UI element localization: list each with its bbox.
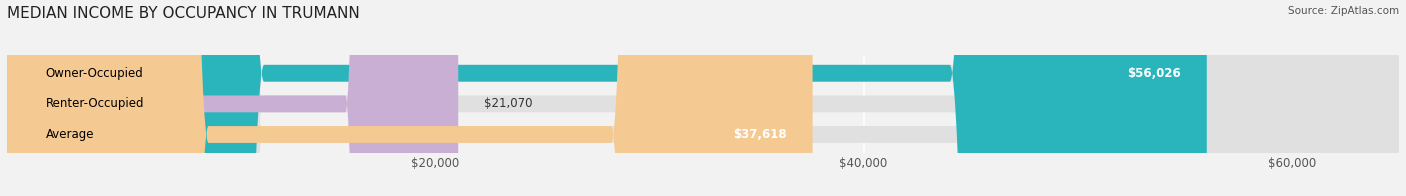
Text: $37,618: $37,618	[734, 128, 787, 141]
Text: $21,070: $21,070	[484, 97, 533, 110]
FancyBboxPatch shape	[7, 0, 1399, 196]
Text: Renter-Occupied: Renter-Occupied	[45, 97, 143, 110]
FancyBboxPatch shape	[7, 0, 1399, 196]
FancyBboxPatch shape	[7, 0, 1399, 196]
FancyBboxPatch shape	[7, 0, 458, 196]
Text: Source: ZipAtlas.com: Source: ZipAtlas.com	[1288, 6, 1399, 16]
FancyBboxPatch shape	[7, 0, 813, 196]
Text: Average: Average	[45, 128, 94, 141]
Text: Owner-Occupied: Owner-Occupied	[45, 67, 143, 80]
Text: MEDIAN INCOME BY OCCUPANCY IN TRUMANN: MEDIAN INCOME BY OCCUPANCY IN TRUMANN	[7, 6, 360, 21]
Text: $56,026: $56,026	[1128, 67, 1181, 80]
FancyBboxPatch shape	[7, 0, 1206, 196]
